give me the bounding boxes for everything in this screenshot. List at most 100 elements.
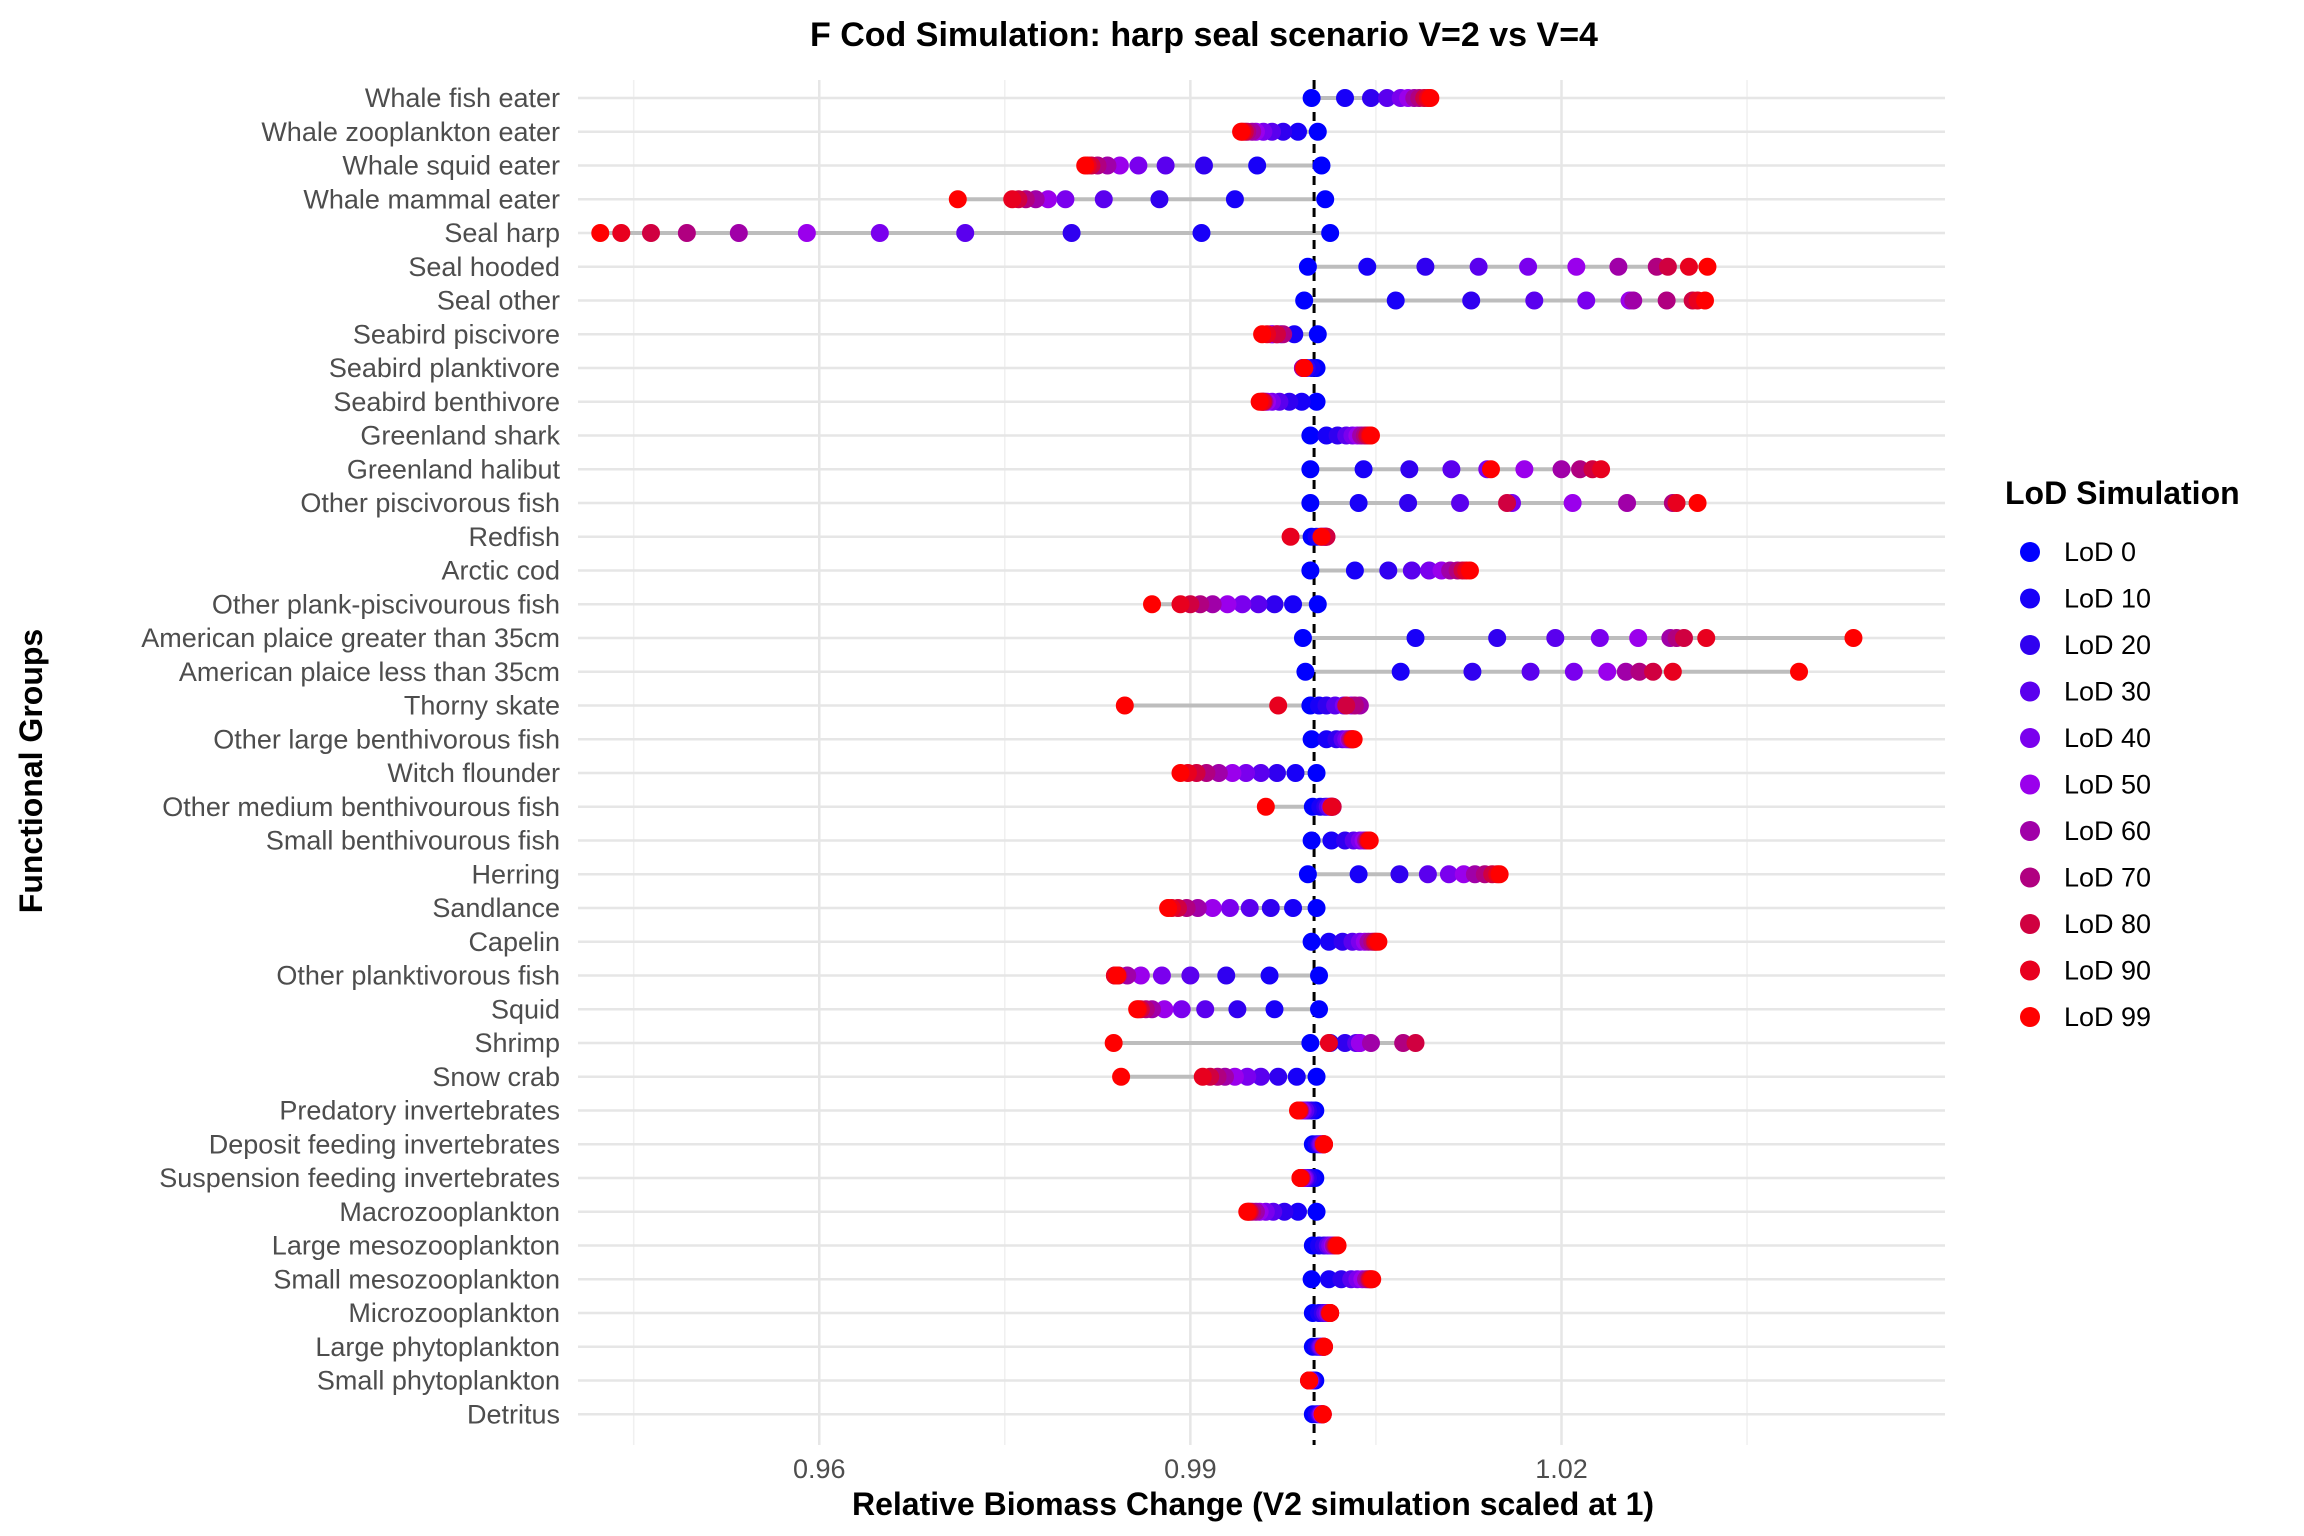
x-tick-label: 0.99: [1164, 1454, 1217, 1484]
y-tick-label: Whale zooplankton eater: [261, 117, 560, 147]
legend-label: LoD 70: [2064, 863, 2151, 893]
data-point: [1624, 291, 1643, 310]
data-point: [1321, 1304, 1340, 1322]
y-tick-label: Microzooplankton: [348, 1298, 560, 1328]
data-point: [1322, 797, 1341, 816]
data-point: [1844, 629, 1863, 647]
y-tick-label: Other medium benthivourous fish: [162, 792, 560, 822]
legend-label: LoD 50: [2064, 770, 2151, 800]
data-point: [1223, 764, 1242, 782]
data-point: [1307, 899, 1326, 917]
data-point: [1129, 156, 1148, 175]
data-point: [1284, 899, 1303, 917]
data-point: [677, 224, 696, 242]
data-point: [1302, 730, 1321, 749]
data-point: [1609, 257, 1628, 276]
y-tick-label: Seal hooded: [408, 252, 560, 282]
data-point: [1363, 1270, 1382, 1289]
data-point: [1463, 662, 1482, 681]
data-point: [1232, 122, 1251, 141]
data-point: [1688, 494, 1707, 512]
data-point: [1265, 1000, 1284, 1019]
data-point: [1302, 89, 1321, 107]
data-point: [1358, 257, 1377, 276]
data-point: [1295, 291, 1314, 310]
data-point: [1298, 865, 1317, 884]
y-tick-label: Other planktivorous fish: [276, 961, 560, 991]
data-point: [1056, 190, 1075, 209]
data-point: [1302, 831, 1321, 850]
data-point: [1312, 527, 1331, 546]
data-point: [1378, 89, 1397, 107]
data-point: [1322, 831, 1341, 850]
data-point: [1217, 966, 1236, 985]
x-axis-title: Relative Biomass Change (V2 simulation s…: [852, 1486, 1654, 1522]
data-point: [1328, 1236, 1347, 1255]
data-point: [1115, 696, 1134, 715]
data-point: [1251, 764, 1270, 782]
data-point: [1563, 494, 1582, 512]
data-point: [1308, 325, 1327, 344]
y-tick-label: Redfish: [468, 522, 560, 552]
data-point: [1663, 662, 1682, 681]
y-tick-label: Arctic cod: [441, 556, 560, 586]
data-point: [1203, 899, 1222, 917]
data-point: [1265, 595, 1284, 614]
data-point: [1598, 662, 1617, 681]
data-point: [1300, 1371, 1319, 1390]
data-point: [1284, 595, 1303, 614]
data-point: [1110, 156, 1129, 175]
y-tick-label: Shrimp: [474, 1028, 560, 1058]
x-tick-label: 1.02: [1535, 1454, 1588, 1484]
x-tick-label: 0.96: [793, 1454, 846, 1484]
y-axis-title: Functional Groups: [13, 629, 49, 913]
data-point: [797, 224, 816, 242]
legend-key: [2020, 542, 2040, 562]
data-point: [1292, 392, 1311, 411]
data-point: [1420, 561, 1439, 580]
data-point: [641, 224, 660, 242]
data-point: [1361, 89, 1380, 107]
data-point: [1521, 662, 1540, 681]
data-point: [1112, 1067, 1131, 1086]
data-point: [1697, 629, 1716, 647]
y-tick-label: Small mesozooplankton: [273, 1264, 560, 1294]
data-point: [1337, 696, 1356, 715]
legend-label: LoD 80: [2064, 909, 2151, 939]
data-point: [1657, 291, 1676, 310]
data-point: [1418, 865, 1437, 884]
data-point: [1696, 291, 1715, 310]
data-point: [1310, 1000, 1329, 1019]
y-tick-label: Large phytoplankton: [315, 1332, 560, 1362]
data-point: [1307, 764, 1326, 782]
legend-key: [2020, 1007, 2040, 1027]
data-point: [1293, 629, 1312, 647]
data-point: [612, 224, 631, 242]
data-point: [1302, 1270, 1321, 1289]
data-point: [1316, 190, 1335, 209]
data-point: [1291, 1169, 1310, 1187]
data-point: [1260, 966, 1279, 985]
data-point: [1394, 1034, 1413, 1052]
data-point: [1577, 291, 1596, 310]
data-point: [1240, 899, 1259, 917]
data-point: [729, 224, 748, 242]
data-point: [1488, 629, 1507, 647]
legend-title: LoD Simulation: [2005, 475, 2240, 511]
data-point: [1307, 1067, 1326, 1086]
data-point: [1616, 662, 1635, 681]
data-point: [1442, 460, 1461, 479]
y-tick-label: Seal other: [437, 286, 560, 316]
data-point: [1256, 797, 1275, 816]
data-point: [1250, 392, 1269, 411]
data-point: [1308, 122, 1327, 141]
legend-label: LoD 99: [2064, 1002, 2151, 1032]
data-point: [1402, 561, 1421, 580]
points-layer: [591, 89, 1863, 1424]
legend-key: [2020, 588, 2040, 609]
data-point: [1319, 932, 1338, 951]
data-point: [1238, 1202, 1257, 1221]
legend-label: LoD 0: [2064, 537, 2136, 567]
